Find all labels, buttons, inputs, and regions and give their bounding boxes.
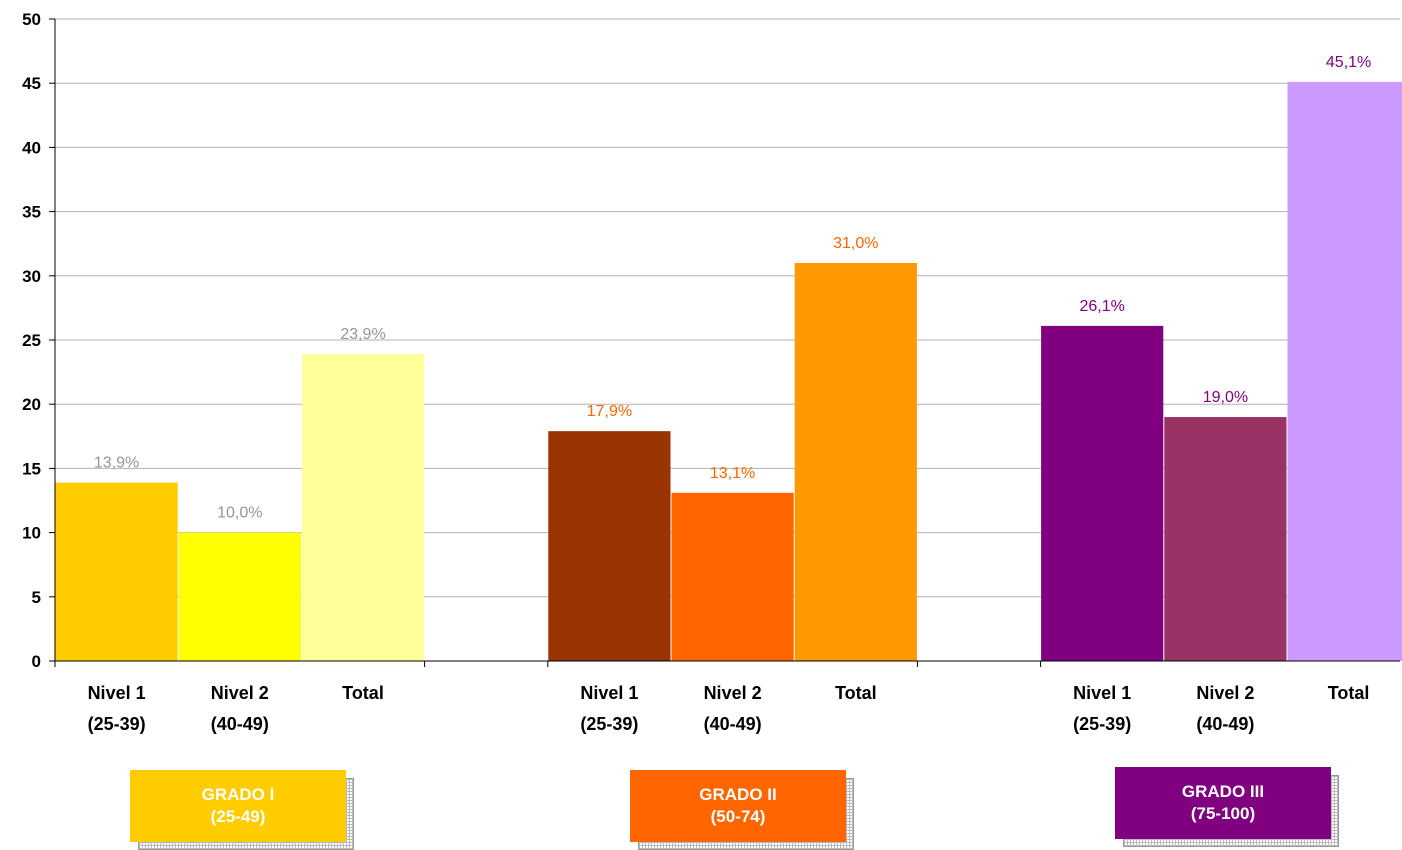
category-label: Nivel 2 xyxy=(704,683,762,703)
category-label: (25-39) xyxy=(88,714,146,734)
bar xyxy=(548,431,670,661)
bar xyxy=(302,354,424,661)
data-label: 31,0% xyxy=(833,235,878,252)
category-label: (25-39) xyxy=(1073,714,1131,734)
data-label: 45,1% xyxy=(1326,54,1371,71)
legend-item: GRADO III(75-100) xyxy=(1115,767,1331,839)
data-label: 26,1% xyxy=(1080,298,1125,315)
data-label: 17,9% xyxy=(587,403,632,420)
bar xyxy=(672,493,794,661)
bar xyxy=(795,263,917,661)
legend-label: (25-49) xyxy=(211,806,266,828)
category-label: (40-49) xyxy=(1196,714,1254,734)
y-tick-label: 45 xyxy=(22,74,41,93)
y-tick-label: 30 xyxy=(22,267,41,286)
bar xyxy=(1041,326,1163,661)
category-label: Nivel 2 xyxy=(211,683,269,703)
legend-item: GRADO I(25-49) xyxy=(130,770,346,842)
y-tick-label: 5 xyxy=(32,588,41,607)
bar xyxy=(1288,82,1402,661)
legend-label: GRADO I xyxy=(202,784,275,806)
y-tick-label: 25 xyxy=(22,331,41,350)
bar xyxy=(179,533,301,661)
data-label: 13,1% xyxy=(710,465,755,482)
category-label: (25-39) xyxy=(580,714,638,734)
legend-label: GRADO III xyxy=(1182,781,1264,803)
bar xyxy=(1164,417,1286,661)
data-label: 19,0% xyxy=(1203,389,1248,406)
category-label: Nivel 1 xyxy=(88,683,146,703)
category-label: Total xyxy=(1328,683,1370,703)
category-label: Nivel 2 xyxy=(1196,683,1254,703)
category-label: Total xyxy=(835,683,877,703)
category-labels: Nivel 1 (25-39) Nivel 2 (40-49) Total Nivel 1… xyxy=(88,683,1370,734)
category-label: Total xyxy=(342,683,384,703)
y-tick-label: 15 xyxy=(22,459,41,478)
y-tick-label: 40 xyxy=(22,138,41,157)
bars xyxy=(56,82,1402,661)
category-label: Nivel 1 xyxy=(580,683,638,703)
category-label: (40-49) xyxy=(704,714,762,734)
y-axis-ticks: 0 5 10 15 20 25 30 35 40 45 50 xyxy=(22,10,55,671)
data-label: 13,9% xyxy=(94,455,139,472)
y-tick-label: 50 xyxy=(22,10,41,29)
y-tick-label: 10 xyxy=(22,524,41,543)
data-label: 10,0% xyxy=(217,505,262,522)
bar xyxy=(56,483,178,661)
y-tick-label: 35 xyxy=(22,203,41,222)
legend-label: (75-100) xyxy=(1191,803,1255,825)
data-label: 23,9% xyxy=(340,326,385,343)
legend-item: GRADO II(50-74) xyxy=(630,770,846,842)
category-label: (40-49) xyxy=(211,714,269,734)
legend-label: (50-74) xyxy=(711,806,766,828)
y-tick-label: 20 xyxy=(22,395,41,414)
category-label: Nivel 1 xyxy=(1073,683,1131,703)
legend-label: GRADO II xyxy=(699,784,776,806)
y-tick-label: 0 xyxy=(32,652,41,671)
